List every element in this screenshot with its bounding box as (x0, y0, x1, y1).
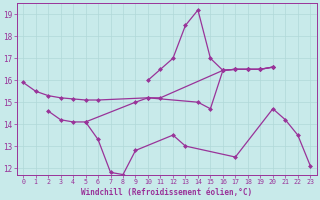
X-axis label: Windchill (Refroidissement éolien,°C): Windchill (Refroidissement éolien,°C) (81, 188, 252, 197)
